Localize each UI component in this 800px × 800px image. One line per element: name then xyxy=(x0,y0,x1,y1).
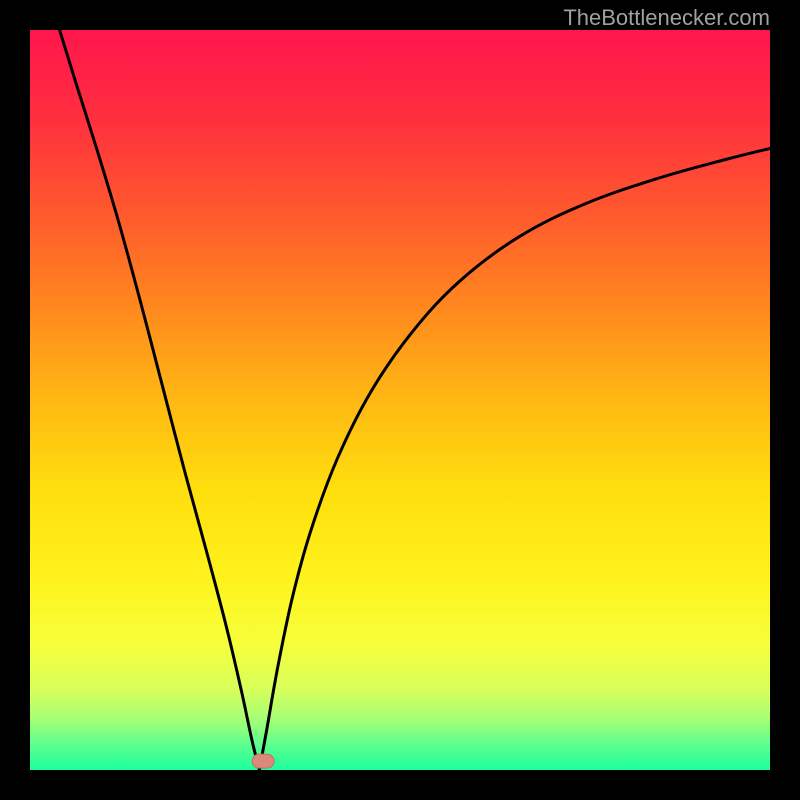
chart-container: TheBottlenecker.com xyxy=(0,0,800,800)
watermark-text: TheBottlenecker.com xyxy=(563,5,770,31)
plot-area xyxy=(30,30,770,770)
